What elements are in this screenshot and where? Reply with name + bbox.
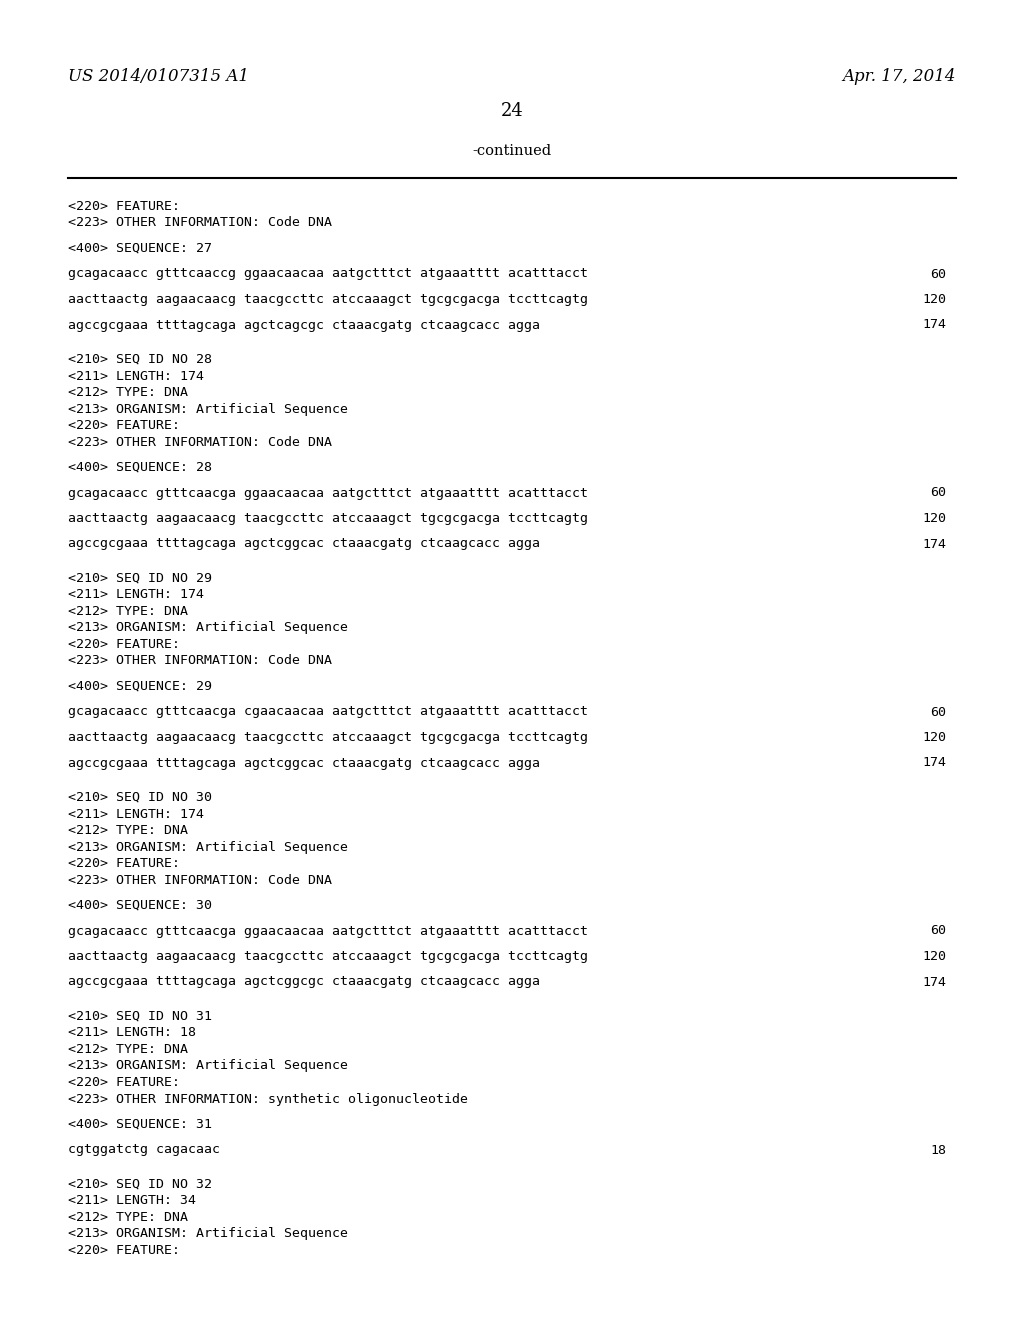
Text: <213> ORGANISM: Artificial Sequence: <213> ORGANISM: Artificial Sequence	[68, 403, 348, 416]
Text: 120: 120	[922, 512, 946, 525]
Text: <211> LENGTH: 18: <211> LENGTH: 18	[68, 1027, 196, 1040]
Text: <223> OTHER INFORMATION: Code DNA: <223> OTHER INFORMATION: Code DNA	[68, 216, 332, 230]
Text: 120: 120	[922, 950, 946, 964]
Text: gcagacaacc gtttcaacga ggaacaacaa aatgctttct atgaaatttt acatttacct: gcagacaacc gtttcaacga ggaacaacaa aatgctt…	[68, 487, 588, 499]
Text: gcagacaacc gtttcaacga cgaacaacaa aatgctttct atgaaatttt acatttacct: gcagacaacc gtttcaacga cgaacaacaa aatgctt…	[68, 705, 588, 718]
Text: US 2014/0107315 A1: US 2014/0107315 A1	[68, 69, 249, 84]
Text: <213> ORGANISM: Artificial Sequence: <213> ORGANISM: Artificial Sequence	[68, 1060, 348, 1072]
Text: <400> SEQUENCE: 29: <400> SEQUENCE: 29	[68, 680, 212, 693]
Text: agccgcgaaa ttttagcaga agctcggcac ctaaacgatg ctcaagcacc agga: agccgcgaaa ttttagcaga agctcggcac ctaaacg…	[68, 756, 540, 770]
Text: 174: 174	[922, 756, 946, 770]
Text: <220> FEATURE:: <220> FEATURE:	[68, 638, 180, 651]
Text: 174: 174	[922, 975, 946, 989]
Text: 60: 60	[930, 924, 946, 937]
Text: <212> TYPE: DNA: <212> TYPE: DNA	[68, 824, 188, 837]
Text: <213> ORGANISM: Artificial Sequence: <213> ORGANISM: Artificial Sequence	[68, 1228, 348, 1241]
Text: <210> SEQ ID NO 30: <210> SEQ ID NO 30	[68, 791, 212, 804]
Text: <223> OTHER INFORMATION: Code DNA: <223> OTHER INFORMATION: Code DNA	[68, 874, 332, 887]
Text: 174: 174	[922, 537, 946, 550]
Text: 60: 60	[930, 268, 946, 281]
Text: <220> FEATURE:: <220> FEATURE:	[68, 1076, 180, 1089]
Text: <211> LENGTH: 34: <211> LENGTH: 34	[68, 1195, 196, 1208]
Text: gcagacaacc gtttcaacga ggaacaacaa aatgctttct atgaaatttt acatttacct: gcagacaacc gtttcaacga ggaacaacaa aatgctt…	[68, 924, 588, 937]
Text: <210> SEQ ID NO 29: <210> SEQ ID NO 29	[68, 572, 212, 585]
Text: 24: 24	[501, 102, 523, 120]
Text: <210> SEQ ID NO 28: <210> SEQ ID NO 28	[68, 352, 212, 366]
Text: 120: 120	[922, 731, 946, 744]
Text: Apr. 17, 2014: Apr. 17, 2014	[843, 69, 956, 84]
Text: <213> ORGANISM: Artificial Sequence: <213> ORGANISM: Artificial Sequence	[68, 841, 348, 854]
Text: <211> LENGTH: 174: <211> LENGTH: 174	[68, 370, 204, 383]
Text: cgtggatctg cagacaac: cgtggatctg cagacaac	[68, 1143, 220, 1156]
Text: -continued: -continued	[472, 144, 552, 158]
Text: <213> ORGANISM: Artificial Sequence: <213> ORGANISM: Artificial Sequence	[68, 622, 348, 635]
Text: aacttaactg aagaacaacg taacgccttc atccaaagct tgcgcgacga tccttcagtg: aacttaactg aagaacaacg taacgccttc atccaaa…	[68, 512, 588, 525]
Text: <211> LENGTH: 174: <211> LENGTH: 174	[68, 808, 204, 821]
Text: <210> SEQ ID NO 31: <210> SEQ ID NO 31	[68, 1010, 212, 1023]
Text: <220> FEATURE:: <220> FEATURE:	[68, 418, 180, 432]
Text: <220> FEATURE:: <220> FEATURE:	[68, 1243, 180, 1257]
Text: agccgcgaaa ttttagcaga agctcagcgc ctaaacgatg ctcaagcacc agga: agccgcgaaa ttttagcaga agctcagcgc ctaaacg…	[68, 318, 540, 331]
Text: <212> TYPE: DNA: <212> TYPE: DNA	[68, 385, 188, 399]
Text: <223> OTHER INFORMATION: Code DNA: <223> OTHER INFORMATION: Code DNA	[68, 436, 332, 449]
Text: aacttaactg aagaacaacg taacgccttc atccaaagct tgcgcgacga tccttcagtg: aacttaactg aagaacaacg taacgccttc atccaaa…	[68, 731, 588, 744]
Text: <223> OTHER INFORMATION: synthetic oligonucleotide: <223> OTHER INFORMATION: synthetic oligo…	[68, 1093, 468, 1106]
Text: <220> FEATURE:: <220> FEATURE:	[68, 201, 180, 213]
Text: agccgcgaaa ttttagcaga agctcggcac ctaaacgatg ctcaagcacc agga: agccgcgaaa ttttagcaga agctcggcac ctaaacg…	[68, 537, 540, 550]
Text: 174: 174	[922, 318, 946, 331]
Text: 18: 18	[930, 1143, 946, 1156]
Text: <212> TYPE: DNA: <212> TYPE: DNA	[68, 1210, 188, 1224]
Text: <400> SEQUENCE: 30: <400> SEQUENCE: 30	[68, 899, 212, 912]
Text: <400> SEQUENCE: 28: <400> SEQUENCE: 28	[68, 461, 212, 474]
Text: agccgcgaaa ttttagcaga agctcggcgc ctaaacgatg ctcaagcacc agga: agccgcgaaa ttttagcaga agctcggcgc ctaaacg…	[68, 975, 540, 989]
Text: 60: 60	[930, 705, 946, 718]
Text: <400> SEQUENCE: 31: <400> SEQUENCE: 31	[68, 1118, 212, 1131]
Text: <212> TYPE: DNA: <212> TYPE: DNA	[68, 605, 188, 618]
Text: <211> LENGTH: 174: <211> LENGTH: 174	[68, 589, 204, 602]
Text: gcagacaacc gtttcaaccg ggaacaacaa aatgctttct atgaaatttt acatttacct: gcagacaacc gtttcaaccg ggaacaacaa aatgctt…	[68, 268, 588, 281]
Text: 120: 120	[922, 293, 946, 306]
Text: 60: 60	[930, 487, 946, 499]
Text: <212> TYPE: DNA: <212> TYPE: DNA	[68, 1043, 188, 1056]
Text: <223> OTHER INFORMATION: Code DNA: <223> OTHER INFORMATION: Code DNA	[68, 655, 332, 668]
Text: <400> SEQUENCE: 27: <400> SEQUENCE: 27	[68, 242, 212, 255]
Text: <220> FEATURE:: <220> FEATURE:	[68, 857, 180, 870]
Text: aacttaactg aagaacaacg taacgccttc atccaaagct tgcgcgacga tccttcagtg: aacttaactg aagaacaacg taacgccttc atccaaa…	[68, 950, 588, 964]
Text: <210> SEQ ID NO 32: <210> SEQ ID NO 32	[68, 1177, 212, 1191]
Text: aacttaactg aagaacaacg taacgccttc atccaaagct tgcgcgacga tccttcagtg: aacttaactg aagaacaacg taacgccttc atccaaa…	[68, 293, 588, 306]
